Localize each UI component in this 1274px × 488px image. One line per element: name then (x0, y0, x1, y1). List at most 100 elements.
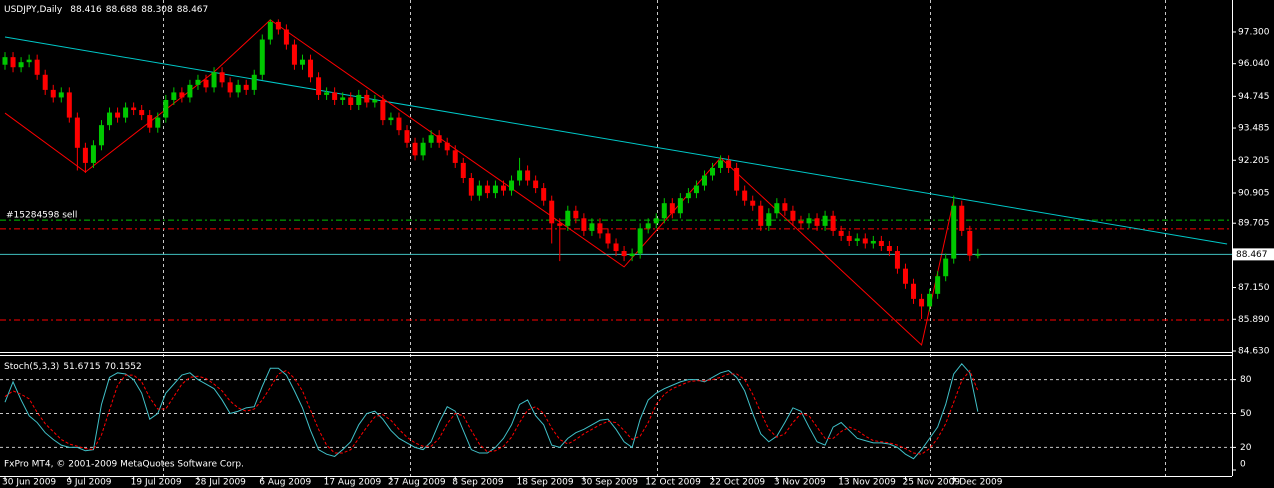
candle-body (878, 240, 884, 246)
candle-body (332, 92, 338, 100)
stochastic-line (4, 363, 979, 460)
candle-body (131, 107, 137, 111)
candle-body (509, 180, 515, 191)
candle-body (621, 251, 627, 257)
candle-body (66, 92, 72, 118)
candle-body (541, 188, 547, 201)
candle-body (661, 203, 667, 219)
candle-body (798, 220, 804, 224)
candle-body (549, 200, 555, 224)
candle-body (645, 223, 651, 229)
y-tick-label: 20 (1240, 443, 1252, 453)
candle-body (147, 115, 153, 128)
candle-body (243, 84, 249, 90)
y-tick-label: 80 (1240, 375, 1252, 385)
candle-body (436, 135, 442, 143)
x-tick-label: 30 Sep 2009 (581, 478, 638, 488)
candle-body (758, 205, 764, 226)
candle-body (452, 150, 458, 163)
candle-body (653, 218, 659, 224)
candle-body (324, 92, 330, 95)
candle-body (927, 293, 933, 307)
candle-body (685, 193, 691, 199)
candle-body (98, 125, 104, 146)
signal-value: 70.1552 (105, 362, 142, 372)
x-tick-label: 25 Nov 2009 (902, 478, 960, 488)
x-tick-label: 6 Aug 2009 (259, 478, 311, 488)
candle-body (396, 117, 402, 131)
candle-body (500, 185, 506, 191)
x-tick-label: 13 Nov 2009 (838, 478, 896, 488)
candle-body (468, 178, 474, 196)
x-tick-label: 18 Sep 2009 (517, 478, 574, 488)
price-tag (1233, 248, 1274, 261)
candle-body (388, 117, 394, 121)
candle-body (259, 39, 265, 75)
candle-body (886, 245, 892, 252)
candle-body (766, 213, 772, 226)
candle-body (862, 238, 868, 244)
candle-body (629, 253, 635, 257)
chart-header: USDJPY,Daily 88.416 88.688 88.308 88.467 (4, 5, 208, 15)
y-tick-label: 50 (1240, 409, 1252, 419)
candle-body (82, 147, 88, 163)
candle-body (637, 228, 643, 254)
x-tick-label: 27 Aug 2009 (388, 478, 446, 488)
candle-body (356, 94, 362, 105)
stochastic-line (4, 369, 979, 455)
candle-body (710, 167, 716, 176)
candle-body (943, 258, 949, 277)
x-tick-label: 22 Oct 2009 (710, 478, 766, 488)
candle-body (316, 77, 322, 95)
candle-body (90, 145, 96, 163)
candle-body (227, 82, 233, 93)
candle-body (830, 215, 836, 231)
indicator-name: Stoch(5,3,3) (4, 362, 59, 372)
candle-body (557, 223, 563, 226)
candle-body (517, 170, 523, 181)
x-tick-label: 8 Sep 2009 (452, 478, 504, 488)
candle-body (195, 79, 201, 85)
candle-body (412, 142, 418, 156)
candle-body (814, 218, 820, 226)
candle-body (597, 223, 603, 234)
candle-body (838, 230, 844, 236)
candle-body (291, 44, 297, 65)
candle-body (919, 298, 925, 307)
candle-body (235, 84, 241, 93)
candle-body (677, 198, 683, 214)
candle-body (846, 235, 852, 241)
candle-body (404, 130, 410, 143)
candle-body (782, 203, 788, 211)
candle-body (581, 218, 587, 231)
candle-body (693, 185, 699, 194)
candle-body (50, 89, 56, 98)
candle-body (484, 185, 490, 194)
candle-body (420, 142, 426, 156)
candle-body (911, 283, 917, 299)
candle-body (573, 210, 579, 219)
candle-body (299, 59, 305, 65)
candle-body (460, 162, 466, 179)
candle-body (219, 72, 225, 83)
candle-body (107, 112, 113, 126)
candle-body (10, 57, 16, 68)
candle-body (718, 160, 724, 168)
candle-body (525, 170, 531, 181)
candle-body (613, 243, 619, 252)
candle-body (774, 203, 780, 214)
x-tick-label: 30 Jun 2009 (2, 478, 56, 488)
candle-body (605, 233, 611, 244)
trendline (4, 36, 1228, 245)
candle-body (935, 276, 941, 294)
high-value: 88.688 (106, 5, 138, 15)
candle-body (283, 29, 289, 45)
candle-body (492, 185, 498, 194)
y-tick-label: 90.905 (1238, 188, 1270, 198)
y-tick-label: 85.890 (1238, 315, 1270, 325)
candle-body (171, 92, 177, 100)
candle-body (822, 215, 828, 226)
close-value: 88.467 (177, 5, 209, 15)
x-tick-label: 19 Jul 2009 (131, 478, 182, 488)
